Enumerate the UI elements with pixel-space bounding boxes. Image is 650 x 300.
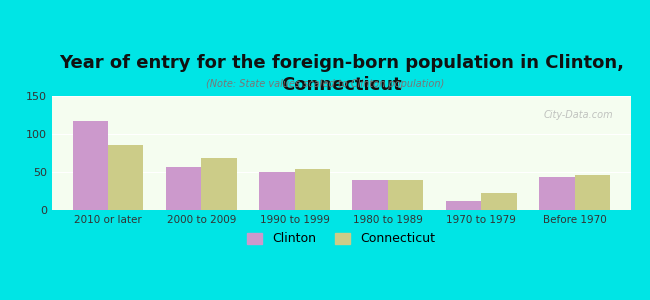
Bar bbox=[446, 201, 481, 210]
Bar bbox=[73, 121, 108, 210]
Bar bbox=[352, 180, 388, 210]
Bar bbox=[259, 172, 294, 210]
Bar bbox=[166, 167, 202, 210]
Bar bbox=[108, 146, 144, 210]
Legend: Clinton, Connecticut: Clinton, Connecticut bbox=[241, 226, 441, 252]
Text: (Note: State values scaled to Clinton population): (Note: State values scaled to Clinton po… bbox=[206, 79, 444, 89]
Bar bbox=[294, 169, 330, 210]
Bar bbox=[539, 177, 575, 210]
Bar bbox=[575, 175, 610, 210]
Bar bbox=[481, 193, 517, 210]
Bar bbox=[388, 180, 423, 210]
Text: City-Data.com: City-Data.com bbox=[543, 110, 613, 120]
Bar bbox=[202, 158, 237, 210]
Title: Year of entry for the foreign-born population in Clinton,
Connecticut: Year of entry for the foreign-born popul… bbox=[58, 54, 624, 94]
